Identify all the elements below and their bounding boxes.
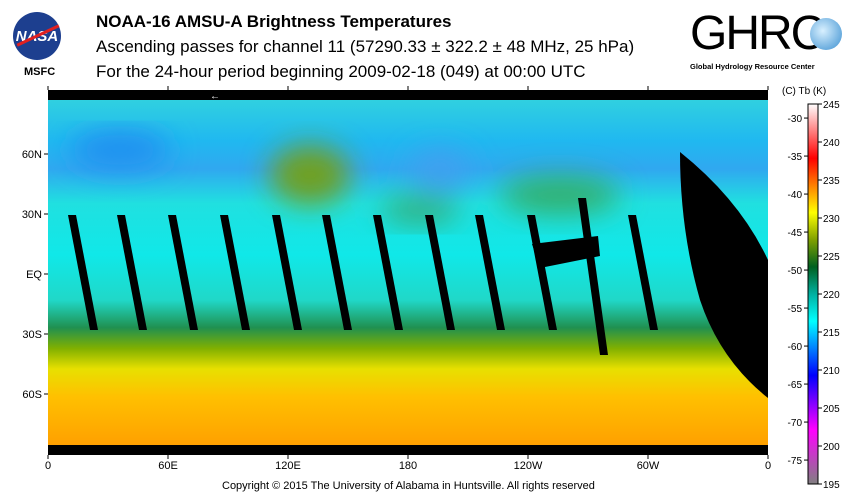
msfc-label: MSFC bbox=[24, 66, 56, 78]
data-gap-swaths bbox=[68, 198, 658, 355]
celsius-label: -50 bbox=[788, 266, 803, 277]
kelvin-label: 245 bbox=[823, 100, 840, 111]
colorbar-header: (C) Tb (K) bbox=[782, 86, 827, 97]
celsius-label: -70 bbox=[788, 418, 803, 429]
lat-label: EQ bbox=[26, 269, 42, 281]
data-gap-region bbox=[680, 152, 768, 398]
celsius-label: -30 bbox=[788, 114, 803, 125]
lon-label: 120W bbox=[514, 460, 543, 472]
direction-marker: ← bbox=[210, 91, 220, 102]
swath bbox=[168, 215, 198, 330]
kelvin-label: 200 bbox=[823, 442, 840, 453]
lat-label: 30N bbox=[22, 209, 42, 221]
chart-period: For the 24-hour period beginning 2009-02… bbox=[96, 62, 586, 81]
kelvin-label: 240 bbox=[823, 138, 840, 149]
lat-label: 30S bbox=[22, 329, 42, 341]
swath bbox=[117, 215, 147, 330]
celsius-label: -40 bbox=[788, 190, 803, 201]
celsius-label: -75 bbox=[788, 456, 803, 467]
celsius-label: -65 bbox=[788, 380, 803, 391]
kelvin-label: 230 bbox=[823, 214, 840, 225]
lon-label: 0 bbox=[45, 460, 51, 472]
swath bbox=[475, 215, 505, 330]
lon-label: 60W bbox=[637, 460, 660, 472]
kelvin-label: 205 bbox=[823, 404, 840, 415]
nasa-logo: NASA bbox=[13, 12, 61, 60]
lat-label: 60N bbox=[22, 149, 42, 161]
ghrc-subtitle: Global Hydrology Resource Center bbox=[690, 62, 815, 71]
swath bbox=[322, 215, 352, 330]
kelvin-label: 220 bbox=[823, 290, 840, 301]
ghrc-logo: GHRC bbox=[690, 7, 825, 60]
kelvin-label: 215 bbox=[823, 328, 840, 339]
chart-subtitle: Ascending passes for channel 11 (57290.3… bbox=[96, 37, 635, 56]
lon-label: 180 bbox=[399, 460, 417, 472]
celsius-label: -60 bbox=[788, 342, 803, 353]
celsius-label: -45 bbox=[788, 228, 803, 239]
copyright: Copyright © 2015 The University of Alaba… bbox=[222, 480, 595, 492]
swath bbox=[272, 215, 302, 330]
swath bbox=[425, 215, 455, 330]
celsius-label: -35 bbox=[788, 152, 803, 163]
chart-title: NOAA-16 AMSU-A Brightness Temperatures bbox=[96, 12, 452, 31]
anomaly-blobs bbox=[70, 130, 620, 225]
globe-icon bbox=[810, 18, 842, 50]
lon-label: 60E bbox=[158, 460, 178, 472]
swath bbox=[578, 198, 608, 355]
lon-label: 0 bbox=[765, 460, 771, 472]
celsius-label: -55 bbox=[788, 304, 803, 315]
colorbar-ticks: 245 240 235 230 225 220 215 210 205 200 195 -30 -35 -… bbox=[788, 100, 841, 491]
swath bbox=[373, 215, 403, 330]
swath bbox=[628, 215, 658, 330]
lat-label: 60S bbox=[22, 389, 42, 401]
kelvin-label: 210 bbox=[823, 366, 840, 377]
bottom-bar bbox=[48, 445, 768, 455]
map-axes: 60N 30N EQ 30S 60S 0 60E 120E 180 120W 60W 0 bbox=[22, 86, 771, 472]
swath bbox=[532, 236, 600, 268]
top-bar bbox=[48, 90, 768, 100]
kelvin-label: 195 bbox=[823, 480, 840, 491]
swath bbox=[220, 215, 250, 330]
temperature-field bbox=[48, 100, 768, 445]
lon-label: 120E bbox=[275, 460, 301, 472]
kelvin-label: 235 bbox=[823, 176, 840, 187]
kelvin-label: 225 bbox=[823, 252, 840, 263]
swath bbox=[68, 215, 98, 330]
colorbar bbox=[807, 103, 819, 485]
